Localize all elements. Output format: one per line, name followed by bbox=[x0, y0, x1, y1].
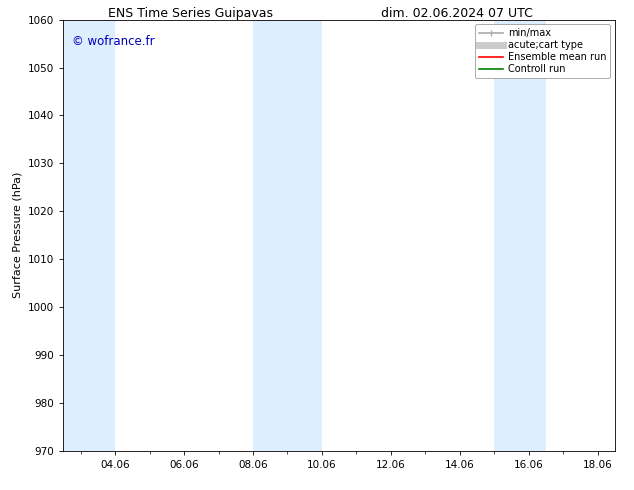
Bar bbox=[495, 20, 546, 451]
Y-axis label: Surface Pressure (hPa): Surface Pressure (hPa) bbox=[13, 172, 23, 298]
Text: © wofrance.fr: © wofrance.fr bbox=[72, 35, 154, 48]
Bar bbox=[63, 20, 115, 451]
Legend: min/max, acute;cart type, Ensemble mean run, Controll run: min/max, acute;cart type, Ensemble mean … bbox=[475, 24, 610, 78]
Bar bbox=[253, 20, 322, 451]
Text: ENS Time Series Guipavas: ENS Time Series Guipavas bbox=[108, 7, 273, 21]
Text: dim. 02.06.2024 07 UTC: dim. 02.06.2024 07 UTC bbox=[380, 7, 533, 21]
